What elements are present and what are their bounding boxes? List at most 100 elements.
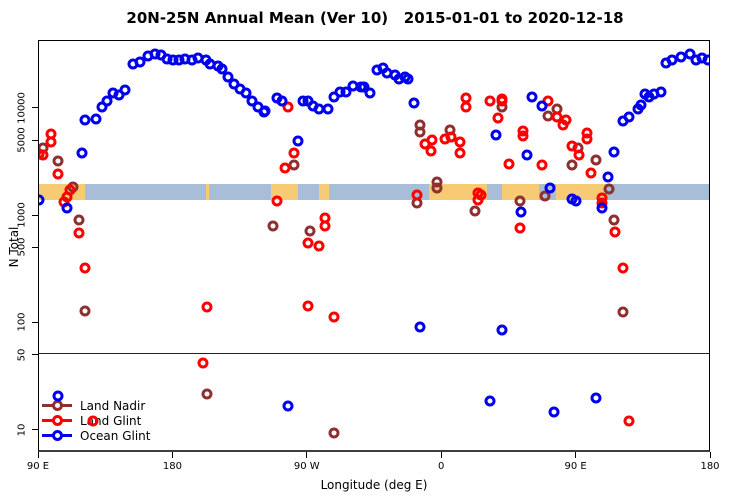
legend-symbol-land-nadir [42, 400, 72, 411]
data-point-land-glint [472, 194, 484, 206]
data-point-ocean-glint [52, 390, 64, 402]
data-point-land-glint [585, 167, 597, 179]
data-point-land-nadir [52, 155, 64, 167]
map-strip-segment-ocean [298, 183, 319, 200]
data-point-ocean-glint [414, 321, 426, 333]
legend-circle-icon [52, 430, 63, 441]
data-point-land-nadir [566, 159, 578, 171]
y-tick-label: 100 [16, 312, 28, 332]
data-point-land-glint [517, 130, 529, 142]
data-point-land-nadir [469, 205, 481, 217]
map-strip-segment-land [429, 183, 488, 200]
data-point-land-nadir [514, 195, 526, 207]
data-point-land-glint [426, 134, 438, 146]
data-point-ocean-glint [222, 71, 234, 83]
data-point-land-glint [302, 237, 314, 249]
data-point-ocean-glint [496, 324, 508, 336]
data-point-ocean-glint [590, 392, 602, 404]
x-tick-label: 180 [162, 461, 182, 472]
data-point-land-glint [566, 140, 578, 152]
x-tick-mark [709, 452, 711, 458]
y-tick-mark [32, 139, 38, 141]
data-point-ocean-glint [101, 95, 113, 107]
data-point-land-glint [536, 159, 548, 171]
data-point-ocean-glint [484, 395, 496, 407]
data-point-ocean-glint [623, 111, 635, 123]
data-point-ocean-glint [119, 84, 131, 96]
data-point-land-glint [197, 357, 209, 369]
data-point-ocean-glint [596, 202, 608, 214]
y-tick-label: 50 [16, 348, 28, 362]
x-tick-label: 180 [700, 461, 720, 472]
map-strip-segment-ocean [329, 183, 430, 200]
data-point-land-glint [279, 162, 291, 174]
data-point-land-glint [288, 147, 300, 159]
x-tick-mark [575, 452, 577, 458]
y-tick-mark [32, 214, 38, 216]
data-point-land-nadir [328, 427, 340, 439]
y-tick-mark [32, 354, 38, 356]
data-point-land-nadir [603, 183, 615, 195]
data-point-ocean-glint [322, 103, 334, 115]
data-point-ocean-glint [490, 129, 502, 141]
data-point-land-glint [496, 93, 508, 105]
data-point-land-glint [73, 227, 85, 239]
data-point-ocean-glint [521, 149, 533, 161]
data-point-land-glint [313, 240, 325, 252]
data-point-land-glint [302, 300, 314, 312]
data-point-land-nadir [590, 154, 602, 166]
data-point-land-glint [573, 149, 585, 161]
data-point-ocean-glint [402, 73, 414, 85]
data-point-ocean-glint [134, 56, 146, 68]
data-point-ocean-glint [216, 63, 228, 75]
data-point-ocean-glint [515, 206, 527, 218]
x-tick-mark [37, 452, 39, 458]
data-point-land-glint [79, 262, 91, 274]
data-point-land-glint [617, 262, 629, 274]
data-point-land-glint [557, 119, 569, 131]
data-point-land-glint [460, 101, 472, 113]
y-tick-mark [32, 107, 38, 109]
map-strip-segment-land [205, 183, 209, 200]
data-point-land-glint [514, 222, 526, 234]
data-point-ocean-glint [340, 86, 352, 98]
legend-row-land-nadir: Land Nadir [42, 398, 150, 413]
data-point-land-glint [454, 147, 466, 159]
data-point-land-glint [271, 195, 283, 207]
data-point-ocean-glint [702, 54, 709, 66]
data-point-land-nadir [73, 214, 85, 226]
y-tick-label: 500 [16, 237, 28, 257]
x-tick-label: 0 [438, 461, 445, 472]
y-tick-mark [32, 429, 38, 431]
data-point-ocean-glint [240, 87, 252, 99]
legend-symbol-ocean-glint [42, 430, 72, 441]
data-point-ocean-glint [608, 146, 620, 158]
data-point-land-glint [492, 112, 504, 124]
data-point-land-glint [52, 168, 64, 180]
data-point-ocean-glint [276, 95, 288, 107]
data-point-land-nadir [201, 388, 213, 400]
data-point-land-glint [581, 133, 593, 145]
legend-row-ocean-glint: Ocean Glint [42, 428, 150, 443]
data-point-ocean-glint [39, 194, 45, 206]
data-point-land-glint [484, 95, 496, 107]
y-tick-mark [32, 246, 38, 248]
x-axis-title: Longitude (deg E) [320, 478, 428, 492]
data-point-ocean-glint [61, 202, 73, 214]
data-point-ocean-glint [544, 182, 556, 194]
data-point-land-glint [87, 415, 99, 427]
data-point-land-glint [319, 220, 331, 232]
data-point-ocean-glint [282, 400, 294, 412]
data-point-ocean-glint [358, 81, 370, 93]
data-point-ocean-glint [602, 171, 614, 183]
y-tick-label: 5000 [16, 127, 28, 153]
data-point-land-glint [503, 158, 515, 170]
x-tick-mark [306, 452, 308, 458]
data-point-ocean-glint [259, 105, 271, 117]
data-point-ocean-glint [90, 113, 102, 125]
data-point-land-glint [201, 301, 213, 313]
data-point-land-glint [609, 226, 621, 238]
data-point-ocean-glint [684, 48, 696, 60]
x-tick-label: 90 E [564, 461, 587, 472]
x-tick-label: 90 E [26, 461, 50, 472]
